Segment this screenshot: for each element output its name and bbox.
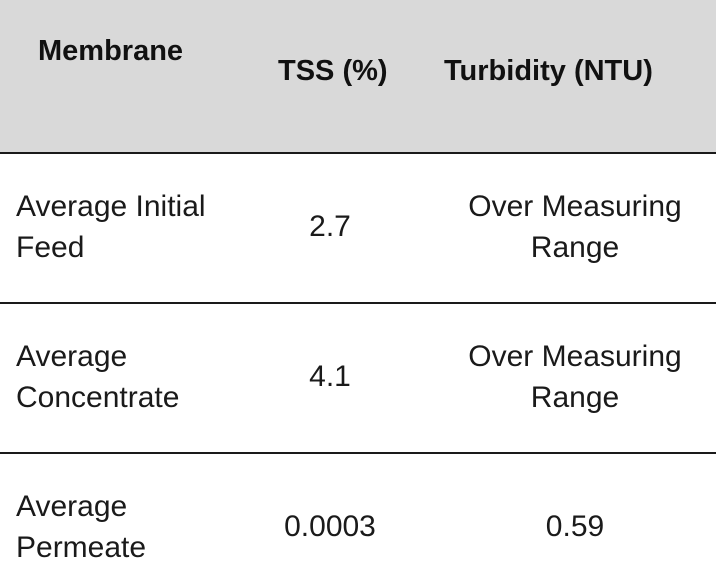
row-label: Average Permeate: [16, 490, 147, 564]
table-header-row: Membrane TSS (%) Turbidity (NTU): [0, 0, 716, 154]
table-row: Average Initial Feed 2.7 Over Measuring …: [0, 154, 716, 304]
tss-value: 2.7: [309, 210, 351, 243]
row-label: Average Concentrate: [16, 340, 180, 414]
header-tss: TSS (%): [278, 55, 388, 87]
turbidity-value: 0.59: [545, 510, 605, 543]
tss-value: 4.1: [309, 360, 351, 393]
table-row: Average Permeate 0.0003 0.59: [0, 454, 716, 580]
table-row: Average Concentrate 4.1 Over Measuring R…: [0, 304, 716, 454]
row-label: Average Initial Feed: [16, 190, 206, 264]
header-membrane: Membrane: [38, 35, 184, 67]
turbidity-value: Over Measuring Range: [468, 190, 682, 264]
turbidity-value: Over Measuring Range: [468, 340, 682, 414]
tss-value: 0.0003: [284, 510, 376, 543]
header-turbidity: Turbidity (NTU): [444, 55, 653, 87]
